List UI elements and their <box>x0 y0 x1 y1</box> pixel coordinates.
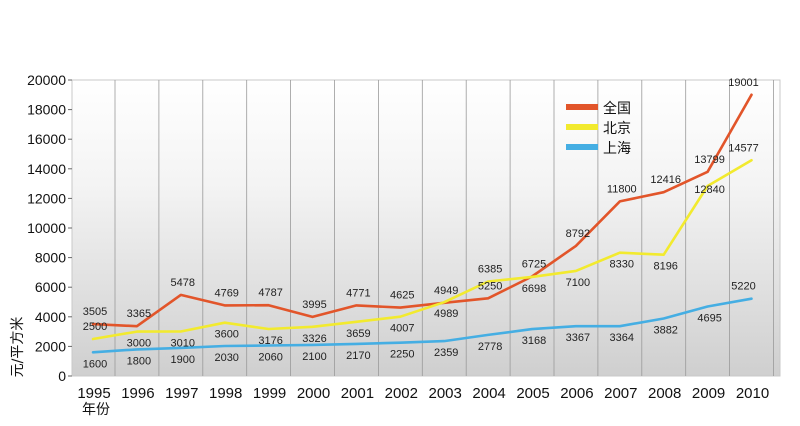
x-tick-label: 1996 <box>121 385 154 402</box>
series-line-北京 <box>91 159 753 341</box>
x-tick-label: 2008 <box>648 385 681 402</box>
x-tick-label: 2005 <box>516 385 549 402</box>
series-line-全国 <box>91 93 753 328</box>
data-label-shanghai: 3364 <box>610 332 634 344</box>
x-tick-label: 2010 <box>736 385 769 402</box>
data-label-shanghai: 1800 <box>127 355 151 367</box>
data-label-shanghai: 2250 <box>390 349 414 361</box>
data-label-beijing: 3326 <box>302 333 326 345</box>
data-label-national: 4771 <box>346 287 370 299</box>
x-tick-label: 1997 <box>165 385 198 402</box>
data-label-beijing: 3176 <box>258 335 282 347</box>
x-tick-label: 1999 <box>253 385 286 402</box>
data-label-beijing: 3659 <box>346 328 370 340</box>
data-label-beijing: 8330 <box>610 259 634 271</box>
data-label-national: 3365 <box>127 308 151 320</box>
data-label-shanghai: 3168 <box>522 335 546 347</box>
legend-label: 全国 <box>603 100 631 117</box>
legend-swatch <box>566 104 598 110</box>
legend-swatch <box>566 124 598 130</box>
data-label-beijing: 7100 <box>566 277 590 289</box>
data-label-national: 3995 <box>302 299 326 311</box>
y-tick-label: 2000 <box>35 338 66 354</box>
x-tick-label: 2002 <box>385 385 418 402</box>
x-tick-label: 2009 <box>692 385 725 402</box>
data-label-national: 3505 <box>83 306 107 318</box>
data-label-shanghai: 2100 <box>302 351 326 363</box>
y-tick-label: 4000 <box>35 309 66 325</box>
data-label-beijing: 3000 <box>127 338 151 350</box>
data-label-beijing: 3010 <box>171 337 195 349</box>
y-tick-label: 16000 <box>27 131 66 147</box>
data-label-beijing: 2500 <box>83 321 107 333</box>
x-tick-label: 1995 <box>77 385 110 402</box>
y-tick-label: 8000 <box>35 250 66 266</box>
y-axis-label: 元/平方米 <box>10 317 26 378</box>
x-axis-label: 年份 <box>82 402 110 418</box>
y-tick-label: 18000 <box>27 102 66 118</box>
series-lines <box>91 93 753 354</box>
data-label-beijing: 4007 <box>390 323 414 335</box>
data-label-shanghai: 3367 <box>566 332 590 344</box>
data-label-shanghai: 1600 <box>83 358 107 370</box>
data-label-shanghai: 2778 <box>478 341 502 353</box>
y-tick-label: 20000 <box>27 72 66 88</box>
x-axis: 1995 1996 1997 1998 1999 2000 2001 2002 2003 2004… <box>77 385 769 402</box>
data-label-shanghai: 5220 <box>731 281 755 293</box>
y-tick-label: 10000 <box>27 220 66 236</box>
data-label-beijing: 8196 <box>653 261 677 273</box>
x-tick-label: 2003 <box>429 385 462 402</box>
data-label-shanghai: 2170 <box>346 350 370 362</box>
x-tick-label: 2000 <box>297 385 330 402</box>
data-label-shanghai: 2359 <box>434 347 458 359</box>
y-axis: 0 2000 4000 6000 8000 10000 12000 14000 16000 180… <box>27 72 72 384</box>
data-label-beijing: 12840 <box>694 184 725 196</box>
data-label-national: 5250 <box>478 280 502 292</box>
data-label-national: 5478 <box>171 277 195 289</box>
data-label-national: 6725 <box>522 258 546 270</box>
data-label-shanghai: 4695 <box>697 313 721 325</box>
data-label-national: 13799 <box>694 154 725 166</box>
y-tick-label: 14000 <box>27 161 66 177</box>
gridlines <box>114 80 774 376</box>
legend-label: 北京 <box>603 121 631 137</box>
data-label-national: 11800 <box>607 183 637 195</box>
data-label-national: 4625 <box>390 290 414 302</box>
data-label-national: 12416 <box>650 174 681 186</box>
data-label-beijing: 3600 <box>214 329 238 341</box>
data-labels: 3505 3365 5478 4769 4787 3995 4771 4625 4949 5250… <box>83 77 759 371</box>
legend-label: 上海 <box>603 141 631 157</box>
data-label-beijing: 4989 <box>434 308 458 320</box>
y-tick-label: 0 <box>58 368 66 384</box>
plot-background <box>71 79 781 377</box>
data-label-beijing: 6698 <box>522 283 546 295</box>
x-tick-label: 2006 <box>560 385 593 402</box>
data-label-beijing: 6385 <box>478 264 502 276</box>
data-label-national: 19001 <box>728 77 759 89</box>
data-label-shanghai: 2060 <box>258 352 282 364</box>
data-label-shanghai: 3882 <box>653 325 677 337</box>
x-tick-label: 2007 <box>604 385 637 402</box>
data-label-shanghai: 2030 <box>214 352 238 364</box>
series-line-上海 <box>91 297 753 354</box>
y-tick-label: 12000 <box>27 190 66 206</box>
legend-swatch <box>566 144 598 150</box>
x-tick-label: 2004 <box>472 385 505 402</box>
y-tick-label: 6000 <box>35 279 66 295</box>
data-label-national: 4787 <box>258 287 282 299</box>
x-tick-label: 1998 <box>209 385 242 402</box>
x-tick-label: 2001 <box>341 385 374 402</box>
data-label-beijing: 14577 <box>728 142 759 154</box>
data-label-national: 4949 <box>434 285 458 297</box>
data-label-shanghai: 1900 <box>171 354 195 366</box>
data-label-national: 4769 <box>214 287 238 299</box>
data-label-national: 8792 <box>566 228 590 240</box>
